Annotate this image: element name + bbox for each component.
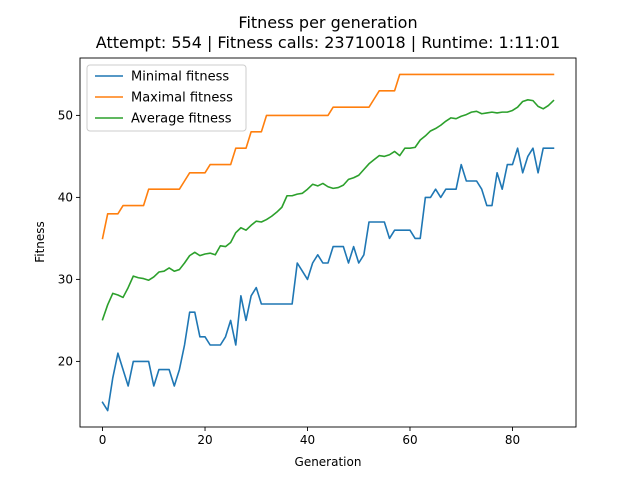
x-tick-label: 20 — [197, 433, 212, 447]
x-tick-label: 60 — [402, 433, 417, 447]
y-axis-label: Fitness — [33, 221, 47, 263]
y-tick-label: 40 — [58, 190, 73, 204]
series-line-3 — [101, 99, 555, 321]
chart-title: Fitness per generation — [238, 13, 417, 32]
chart-subtitle: Attempt: 554 | Fitness calls: 23710018 |… — [96, 33, 560, 52]
y-tick-label: 50 — [58, 108, 73, 122]
legend-label-3: Average fitness — [131, 112, 232, 127]
legend-frame — [86, 64, 247, 132]
x-axis-label: Generation — [295, 455, 362, 469]
legend-label-1: Minimal fitness — [131, 70, 229, 85]
series-line-2 — [101, 73, 555, 240]
x-tick-label: 80 — [505, 433, 520, 447]
series-layer — [101, 73, 555, 412]
y-tick-label: 30 — [58, 272, 73, 286]
legend: Minimal fitness Maximal fitness Average fi… — [86, 64, 247, 132]
axes-layer: 0 20 40 60 80 20 30 40 50 — [58, 57, 577, 447]
plot-frame — [79, 57, 577, 428]
y-tick-label: 20 — [58, 354, 73, 368]
series-line-1 — [101, 147, 555, 412]
x-tick-label: 40 — [300, 433, 315, 447]
x-tick-label: 0 — [99, 433, 107, 447]
legend-label-2: Maximal fitness — [131, 91, 233, 106]
